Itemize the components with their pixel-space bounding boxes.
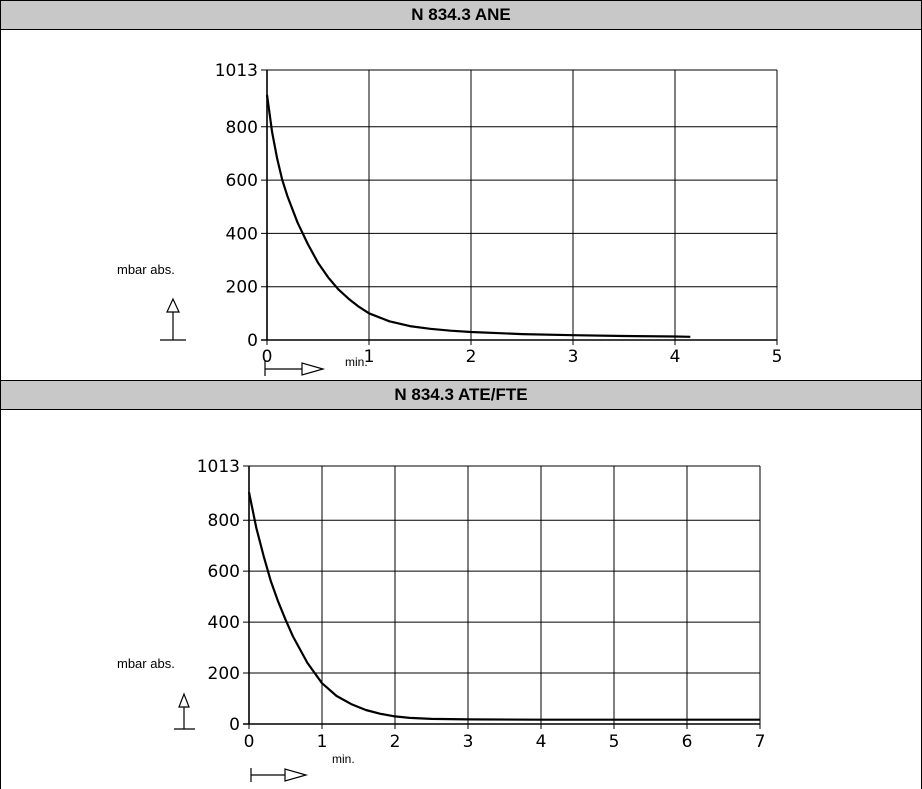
x-tick-label: 0: [262, 347, 273, 367]
y-tick-label: 0: [247, 331, 258, 351]
y-tick-label: 200: [208, 664, 240, 684]
chart-ate-fte: 0 1 2 3 4 5 6 7 0 200 400 600 800 1013: [197, 457, 766, 752]
x-tick-label: 0: [244, 732, 255, 752]
y-tick-label: 400: [226, 224, 258, 244]
section-header-ane: N 834.3 ANE: [0, 0, 922, 30]
x-axis-label-ane: min.: [345, 355, 368, 369]
x-tick-label: 7: [755, 732, 766, 752]
chart-ane: 0 1 2 3 4 5 0 200 400 600 800 1013: [215, 61, 783, 367]
x-tick-label: 6: [682, 732, 693, 752]
y-arrow-icon-ane: [160, 297, 186, 341]
x-tick-label: 4: [670, 347, 681, 367]
y-axis-label-ane: mbar abs.: [117, 262, 175, 277]
x-tick-label: 1: [317, 732, 328, 752]
y-tick-label: 400: [208, 613, 240, 633]
x-tick-label: 4: [536, 732, 547, 752]
y-tick-label: 1013: [197, 457, 240, 477]
x-tick-label: 3: [568, 347, 579, 367]
y-tick-label: 800: [208, 511, 240, 531]
y-tick-label: 800: [226, 118, 258, 138]
y-axis-label-ate-fte: mbar abs.: [117, 656, 175, 671]
y-tick-label: 600: [226, 171, 258, 191]
y-tick-label: 600: [208, 562, 240, 582]
y-tick-label: 200: [226, 278, 258, 298]
x-tick-label: 2: [390, 732, 401, 752]
x-arrow-icon-ane: [264, 361, 326, 376]
x-axis-label-ate-fte: min.: [332, 752, 355, 766]
pressure-curve: [265, 94, 691, 338]
x-tick-label: 5: [772, 347, 783, 367]
y-arrow-icon-ate-fte: [174, 692, 195, 730]
y-tick-label: 1013: [215, 61, 258, 81]
y-tick-label: 0: [229, 715, 240, 735]
x-tick-label: 1: [364, 347, 375, 367]
x-arrow-icon-ate-fte: [250, 768, 309, 782]
pressure-curve: [247, 491, 760, 721]
section-header-ate-fte: N 834.3 ATE/FTE: [0, 380, 922, 410]
x-tick-label: 5: [609, 732, 620, 752]
x-tick-label: 2: [466, 347, 477, 367]
x-tick-label: 3: [463, 732, 474, 752]
